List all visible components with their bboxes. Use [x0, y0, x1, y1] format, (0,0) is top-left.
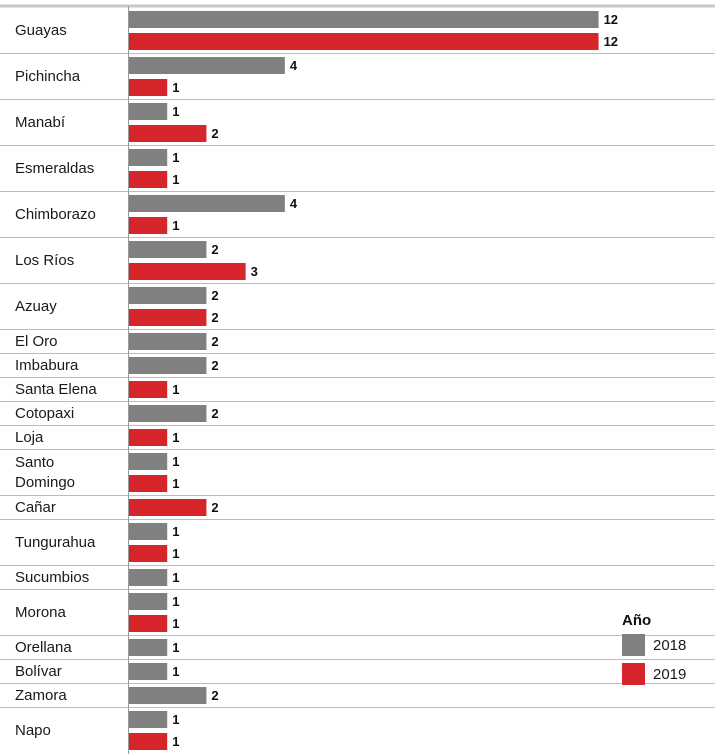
- value-label: 2: [211, 310, 218, 325]
- value-label: 1: [172, 734, 179, 749]
- bar-2018: [128, 523, 168, 540]
- bar-2018: [128, 663, 168, 680]
- category-label: Santo: [15, 454, 54, 471]
- bar-2018: [128, 149, 168, 166]
- value-label: 1: [172, 104, 179, 119]
- legend-label: 2019: [653, 666, 686, 683]
- bar-2018: [128, 241, 207, 258]
- value-label: 12: [604, 34, 618, 49]
- category-label: El Oro: [15, 333, 58, 350]
- chart-rows: Guayas Pichincha Manabí Esmeraldas Chimboraz…: [0, 4, 715, 739]
- value-label: 2: [211, 358, 218, 373]
- category-label: Cotopaxi: [15, 405, 74, 422]
- value-label: 1: [172, 570, 179, 585]
- x-axis: 02468101214: [128, 6, 129, 754]
- category-label: Guayas: [15, 22, 67, 39]
- value-label: 2: [211, 334, 218, 349]
- category-label: Loja: [15, 429, 44, 446]
- value-label: 1: [172, 172, 179, 187]
- category-label: Tungurahua: [15, 534, 96, 551]
- bar-2018: [128, 453, 168, 470]
- bar-2018: [128, 639, 168, 656]
- value-label: 1: [172, 616, 179, 631]
- bar-2019: [128, 79, 168, 96]
- category-label: Domingo: [15, 474, 75, 491]
- value-label: 1: [172, 546, 179, 561]
- bar-2018: [128, 287, 207, 304]
- bar-2018: [128, 593, 168, 610]
- bar-2019: [128, 475, 168, 492]
- category-label: Orellana: [15, 639, 72, 656]
- bar-2018: [128, 333, 207, 350]
- value-label: 2: [211, 288, 218, 303]
- bar-2019: [128, 733, 168, 750]
- category-label: Azuay: [15, 298, 57, 315]
- bar-2018: [128, 11, 599, 28]
- value-label: 1: [172, 594, 179, 609]
- legend-title: Año: [622, 612, 651, 629]
- bar-2018: [128, 569, 168, 586]
- value-label: 1: [172, 476, 179, 491]
- bar-2019: [128, 263, 246, 280]
- bar-2019: [128, 33, 599, 50]
- legend-swatch-2018: [622, 634, 645, 656]
- value-label: 2: [211, 126, 218, 141]
- category-label: Imbabura: [15, 357, 79, 374]
- bar-2018: [128, 687, 207, 704]
- value-label: 1: [172, 382, 179, 397]
- bar-2019: [128, 171, 168, 188]
- bar-2019: [128, 429, 168, 446]
- legend-label: 2018: [653, 637, 686, 654]
- category-label: Sucumbios: [15, 569, 89, 586]
- value-label: 4: [290, 58, 298, 73]
- value-label: 2: [211, 500, 218, 515]
- bar-2019: [128, 217, 168, 234]
- category-label: Chimborazo: [15, 206, 96, 223]
- value-label: 3: [251, 264, 258, 279]
- value-label: 1: [172, 218, 179, 233]
- value-label: 1: [172, 430, 179, 445]
- category-label: Napo: [15, 722, 51, 739]
- value-label: 2: [211, 406, 218, 421]
- bar-2018: [128, 711, 168, 728]
- category-label: Los Ríos: [15, 252, 74, 269]
- value-label: 1: [172, 150, 179, 165]
- bar-2019: [128, 381, 168, 398]
- value-label: 2: [211, 242, 218, 257]
- category-label: Morona: [15, 604, 67, 621]
- legend-swatch-2019: [622, 663, 645, 685]
- value-label: 1: [172, 524, 179, 539]
- category-label: Pichincha: [15, 68, 81, 85]
- value-label: 1: [172, 712, 179, 727]
- value-label: 1: [172, 640, 179, 655]
- bar-2018: [128, 103, 168, 120]
- bar-2018: [128, 405, 207, 422]
- bar-2019: [128, 499, 207, 516]
- bar-2019: [128, 615, 168, 632]
- bar-2018: [128, 195, 285, 212]
- bar-2019: [128, 309, 207, 326]
- value-label: 4: [290, 196, 298, 211]
- bar-2018: [128, 57, 285, 74]
- value-label: 1: [172, 454, 179, 469]
- category-label: Bolívar: [15, 663, 62, 680]
- category-label: Santa Elena: [15, 381, 97, 398]
- bar-2019: [128, 125, 207, 142]
- category-label: Cañar: [15, 499, 56, 516]
- bar-2018: [128, 357, 207, 374]
- category-label: Esmeraldas: [15, 160, 94, 177]
- category-label: Zamora: [15, 687, 67, 704]
- value-label: 12: [604, 12, 618, 27]
- bar-2019: [128, 545, 168, 562]
- value-label: 2: [211, 688, 218, 703]
- value-label: 1: [172, 80, 179, 95]
- value-label: 1: [172, 664, 179, 679]
- category-label: Manabí: [15, 114, 66, 131]
